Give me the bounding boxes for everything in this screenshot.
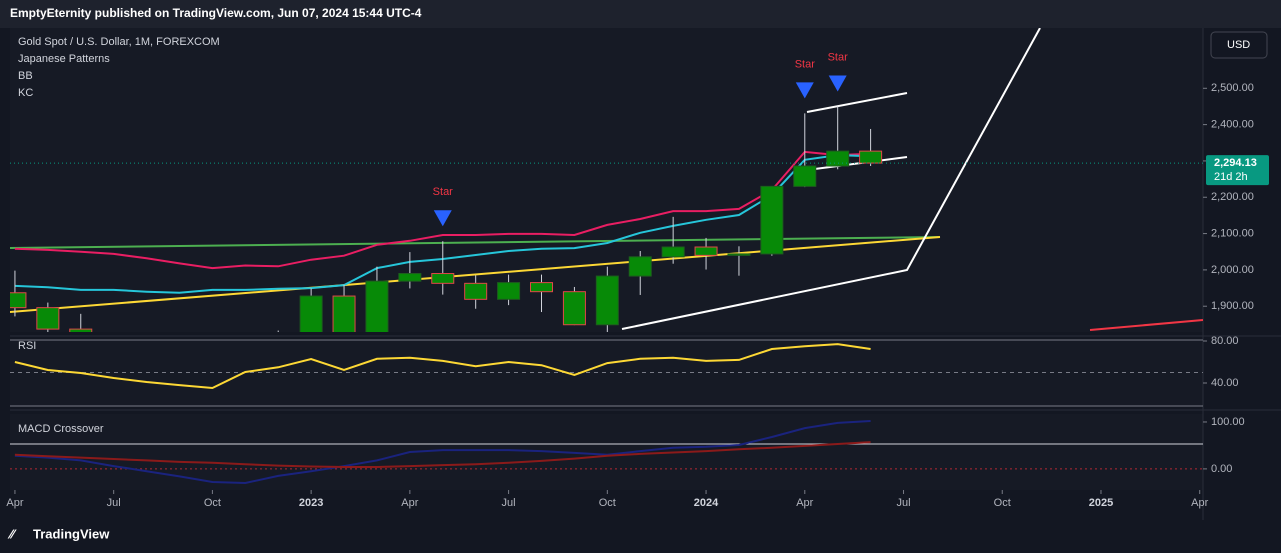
candle-body — [859, 150, 883, 164]
indicator-label: BB — [18, 70, 33, 82]
candle-body — [365, 280, 389, 332]
data-layer: Star Star Star 1,900.00 2,000.00 2,100.00 2,20… — [6, 51, 1269, 509]
channel-line — [806, 92, 908, 113]
y-tick-label: 100.00 — [1211, 416, 1245, 428]
candle-body — [10, 292, 27, 309]
candle-body — [628, 256, 652, 277]
candle-body — [826, 150, 850, 167]
indicator-line — [14, 441, 871, 468]
logo-mark: ⁄⁄ — [7, 526, 17, 541]
y-tick-label: 2,400.00 — [1211, 119, 1254, 131]
candle-body — [595, 275, 619, 326]
header-bar — [0, 0, 1281, 28]
x-tick-label: Oct — [204, 497, 221, 509]
pattern-marker — [828, 75, 847, 92]
pane-title: MACD Crossover — [18, 423, 104, 435]
y-tick-label: 1,900.00 — [1211, 300, 1254, 312]
x-tick-label: Apr — [401, 497, 418, 509]
indicator-line — [14, 150, 871, 270]
publish-info: EmptyEternity published on TradingView.c… — [10, 6, 422, 20]
candle-body — [464, 282, 488, 300]
candle-body — [562, 291, 586, 326]
pane-0: Star Star Star — [10, 51, 1203, 332]
last-price-label: 2,294.13 — [1214, 157, 1257, 169]
y-tick-label: 2,100.00 — [1211, 227, 1254, 239]
footer-brand: TradingView — [33, 526, 110, 541]
symbol-title: Gold Spot / U.S. Dollar, 1M, FOREXCOM — [18, 36, 220, 48]
countdown: 21d 2h — [1214, 171, 1248, 183]
trend-line — [621, 28, 1041, 330]
candle-body — [299, 295, 323, 332]
x-tick-label: Apr — [796, 497, 813, 509]
last-price-box — [1206, 155, 1269, 186]
candle-body — [36, 307, 60, 330]
x-tick-label: Jul — [896, 497, 910, 509]
pattern-label: Star — [433, 186, 454, 198]
indicator-label: KC — [18, 87, 33, 99]
x-tick-label: Jul — [107, 497, 121, 509]
channel-line — [806, 156, 908, 171]
pane-2 — [10, 420, 1203, 485]
candle-body — [398, 273, 422, 282]
pattern-marker — [795, 82, 814, 99]
y-tick-label: 2,000.00 — [1211, 264, 1254, 276]
y-tick-label: 2,200.00 — [1211, 191, 1254, 203]
currency-button[interactable] — [1210, 31, 1268, 59]
pane-title: RSI — [18, 340, 36, 352]
indicator-label: Japanese Patterns — [18, 53, 110, 65]
candle-body — [760, 185, 784, 255]
currency[interactable]: USD — [1227, 39, 1250, 51]
x-tick-label: Oct — [994, 497, 1011, 509]
candle-body — [431, 273, 455, 284]
trend-line — [10, 236, 941, 249]
x-tick-label: Apr — [1191, 497, 1208, 509]
candle-body — [332, 295, 356, 332]
candle-body — [497, 282, 521, 300]
x-tick-label: 2025 — [1089, 497, 1113, 509]
pattern-label: Star — [795, 58, 816, 70]
y-tick-label: 40.00 — [1211, 377, 1239, 389]
drawings — [10, 28, 1203, 331]
trend-line — [10, 236, 941, 313]
y-tick-label: 0.00 — [1211, 463, 1232, 475]
x-tick-label: 2024 — [694, 497, 719, 509]
candle-body — [69, 328, 93, 332]
y-tick-label: 80.00 — [1211, 335, 1239, 347]
x-tick-label: 2023 — [299, 497, 323, 509]
x-tick-label: Oct — [599, 497, 616, 509]
candle-body — [694, 246, 718, 256]
x-tick-label: Jul — [502, 497, 516, 509]
pattern-marker — [433, 210, 452, 227]
candle-body — [530, 282, 554, 293]
candle-body — [727, 253, 751, 256]
y-tick-label: 2,500.00 — [1211, 82, 1254, 94]
pane-1 — [10, 343, 1203, 390]
candle-body — [661, 246, 685, 258]
trend-line — [1089, 319, 1203, 331]
indicator-line — [14, 343, 871, 390]
candle-body — [793, 165, 817, 187]
macd-pane — [10, 414, 1203, 490]
pattern-label: Star — [828, 51, 849, 63]
indicator-line — [14, 420, 871, 485]
x-tick-label: Apr — [6, 497, 23, 509]
